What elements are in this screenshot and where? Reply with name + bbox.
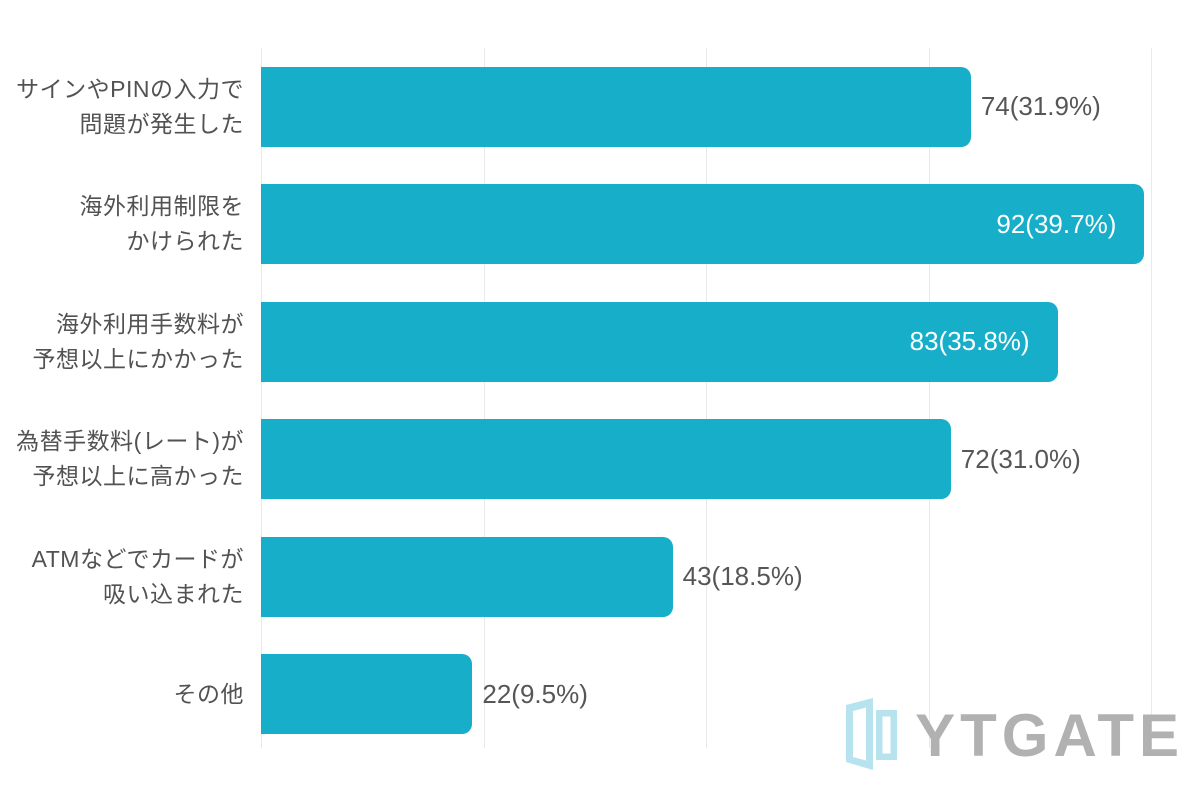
category-label-line: 海外利用制限を [79,193,244,220]
category-label: ATMなどでカードが 吸い込まれた [0,542,244,612]
value-label-inside: 83(35.8%) [909,326,1030,357]
category-label-line: 為替手数料(レート)が [16,428,244,455]
gridline-30pct [928,48,930,748]
bar-chart: サインやPINの入力で 問題が発生した 74(31.9%) 海外利用制限を かけ… [0,48,1200,754]
chart-gridlines [261,48,1200,748]
category-label-line: その他 [173,680,244,707]
bar-row-pin-trouble: サインやPINの入力で 問題が発生した 74(31.9%) [0,48,1200,166]
category-label-line: サインやPINの入力で [16,75,244,102]
category-label-line: 予想以上にかかった [32,345,244,372]
category-label-line: 吸い込まれた [103,580,244,607]
category-label: サインやPINの入力で 問題が発生した [0,72,244,142]
value-label: 72(31.0%) [960,443,1081,474]
bar [261,419,951,500]
gridline-40pct [1151,48,1153,748]
gridline-0pct [261,48,262,748]
bar-row-overseas-restriction: 海外利用制限を かけられた 92(39.7%) [0,166,1200,284]
bar: 92(39.7%) [261,184,1145,265]
value-label: 43(18.5%) [682,561,803,592]
value-label: 22(9.5%) [482,678,588,709]
bar-row-atm-swallowed: ATMなどでカードが 吸い込まれた 43(18.5%) [0,518,1200,636]
category-label: 海外利用手数料が 予想以上にかかった [0,307,244,377]
bar-row-usage-fee: 海外利用手数料が 予想以上にかかった 83(35.8%) [0,283,1200,401]
bar: 83(35.8%) [261,301,1058,382]
open-gate-icon [846,698,898,770]
bar [261,536,673,617]
category-label-line: 予想以上に高かった [32,463,244,490]
value-label: 74(31.9%) [980,91,1101,122]
category-label-line: ATMなどでカードが [31,545,244,572]
category-label: 海外利用制限を かけられた [0,189,244,259]
gridline-20pct [706,48,708,748]
ytgate-logo-text: YTGATE [915,701,1184,769]
value-label-inside: 92(39.7%) [996,208,1117,239]
gridline-10pct [483,48,485,748]
ytgate-watermark: YTGATE [843,696,1184,774]
category-label-line: かけられた [126,228,244,255]
bar-row-other: その他 22(9.5%) [0,636,1200,754]
bar [261,66,971,147]
bar [261,654,473,735]
category-label: 為替手数料(レート)が 予想以上に高かった [0,424,244,494]
category-label: その他 [0,677,244,712]
category-label-line: 海外利用手数料が [56,310,244,337]
bar-row-exchange-rate: 為替手数料(レート)が 予想以上に高かった 72(31.0%) [0,401,1200,519]
category-label-line: 問題が発生した [79,110,244,137]
